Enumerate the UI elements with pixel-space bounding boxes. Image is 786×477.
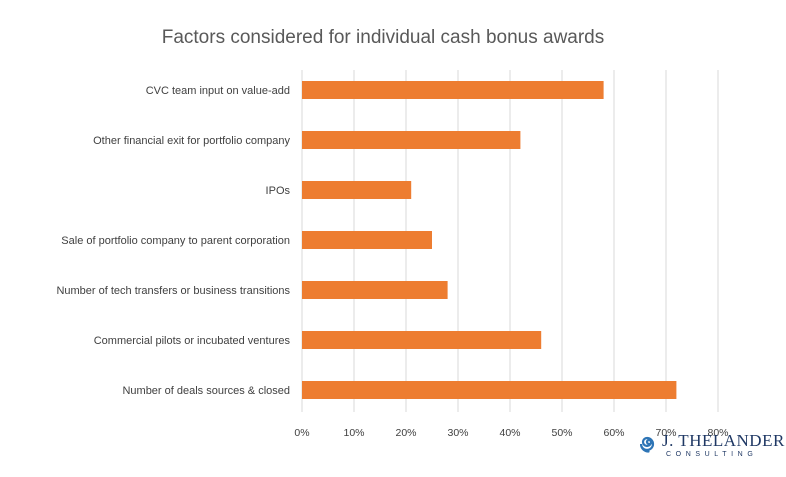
bar — [302, 131, 521, 149]
category-label: Number of tech transfers or business tra… — [56, 285, 290, 297]
category-label: Commercial pilots or incubated ventures — [94, 335, 291, 347]
x-tick-label: 10% — [343, 427, 364, 439]
logo-name: J. THELANDER — [662, 431, 785, 450]
bar — [302, 81, 604, 99]
x-tick-label: 60% — [603, 427, 624, 439]
bar — [302, 281, 448, 299]
x-tick-label: 50% — [551, 427, 572, 439]
x-tick-label: 30% — [447, 427, 468, 439]
category-label: CVC team input on value-add — [146, 85, 290, 97]
category-label: Number of deals sources & closed — [122, 385, 290, 397]
bar — [302, 331, 542, 349]
category-label: Other financial exit for portfolio compa… — [93, 135, 290, 147]
category-label: Sale of portfolio company to parent corp… — [61, 235, 290, 247]
category-labels: CVC team input on value-add Other financi… — [56, 85, 290, 397]
bar — [302, 381, 677, 399]
bars — [302, 81, 677, 399]
chart-title: Factors considered for individual cash b… — [162, 27, 605, 48]
x-tick-label: 20% — [395, 427, 416, 439]
category-label: IPOs — [266, 185, 291, 197]
gridlines — [301, 70, 719, 412]
company-logo: J. THELANDER CONSULTING — [640, 431, 784, 465]
x-tick-label: 70% — [655, 427, 676, 439]
x-tick-label: 80% — [707, 427, 728, 439]
x-tick-label: 40% — [499, 427, 520, 439]
x-axis-tick-labels: 0% 10% 20% 30% 40% 50% 60% 70% 80% — [294, 427, 728, 439]
logo-subtitle: CONSULTING — [666, 451, 758, 458]
bar — [302, 231, 432, 249]
bar — [302, 181, 412, 199]
spiral-logo-icon — [640, 436, 655, 453]
x-tick-label: 0% — [294, 427, 309, 439]
